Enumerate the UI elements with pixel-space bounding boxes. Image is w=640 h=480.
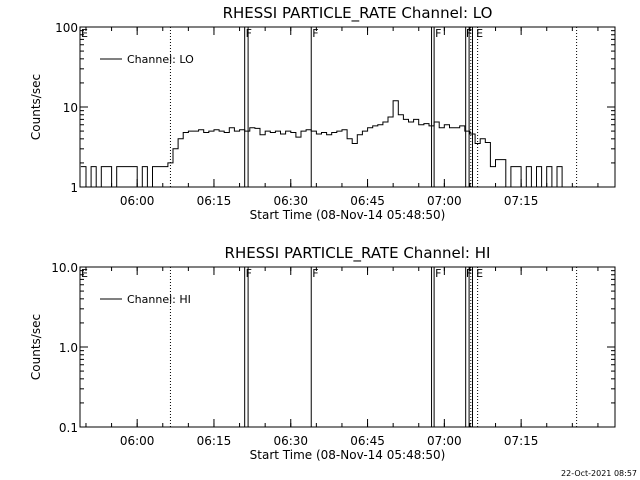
x-axis-label: Start Time (08-Nov-14 05:48:50) — [250, 208, 446, 222]
legend-label: Channel: LO — [127, 53, 194, 66]
x-axis-label: Start Time (08-Nov-14 05:48:50) — [250, 448, 446, 462]
plot-frame — [79, 26, 616, 188]
chart-title: RHESSI PARTICLE_RATE Channel: HI — [225, 244, 491, 263]
flag-label-f: F — [246, 267, 252, 280]
flag-label-f: F — [466, 27, 472, 40]
flag-label-e: E — [81, 27, 88, 40]
legend-label: Channel: HI — [127, 293, 191, 306]
flag-label-f: F — [312, 27, 318, 40]
flag-label-e: E — [476, 27, 483, 40]
y-tick-label: 0.1 — [59, 421, 78, 435]
x-tick-label: 06:00 — [120, 434, 155, 448]
x-tick-label: 07:15 — [504, 194, 539, 208]
flag-label-e: E — [476, 267, 483, 280]
flag-label-e: E — [81, 267, 88, 280]
flag-label-f: F — [435, 27, 441, 40]
plot-frame — [79, 266, 616, 428]
panel-hi: RHESSI PARTICLE_RATE Channel: HI 06:00 06:… — [29, 244, 616, 462]
flag-label-f: F — [466, 267, 472, 280]
x-tick-label: 06:30 — [273, 434, 308, 448]
flag-label-f: F — [435, 267, 441, 280]
timestamp: 22-Oct-2021 08:57 — [561, 469, 637, 478]
y-axis-label: Counts/sec — [29, 314, 43, 380]
x-tick-label: 06:30 — [273, 194, 308, 208]
y-tick-label: 10.0 — [51, 261, 78, 275]
y-axis-label: Counts/sec — [29, 74, 43, 140]
flag-label-f: F — [246, 27, 252, 40]
y-tick-label: 100 — [55, 21, 78, 35]
x-tick-label: 07:15 — [504, 434, 539, 448]
x-tick-label: 07:00 — [427, 194, 462, 208]
x-tick-label: 06:00 — [120, 194, 155, 208]
flag-label-f: F — [312, 267, 318, 280]
x-tick-label: 06:45 — [350, 434, 385, 448]
x-tick-label: 07:00 — [427, 434, 462, 448]
y-tick-label: 1 — [70, 181, 78, 195]
x-tick-label: 06:15 — [197, 434, 232, 448]
x-tick-label: 06:45 — [350, 194, 385, 208]
x-tick-label: 06:15 — [197, 194, 232, 208]
y-tick-label: 1.0 — [59, 341, 78, 355]
panel-lo: RHESSI PARTICLE_RATE Channel: LO 06:00 06:… — [29, 4, 616, 222]
chart-title: RHESSI PARTICLE_RATE Channel: LO — [223, 4, 493, 23]
y-tick-label: 10 — [63, 101, 78, 115]
series-line-lo — [80, 100, 568, 188]
